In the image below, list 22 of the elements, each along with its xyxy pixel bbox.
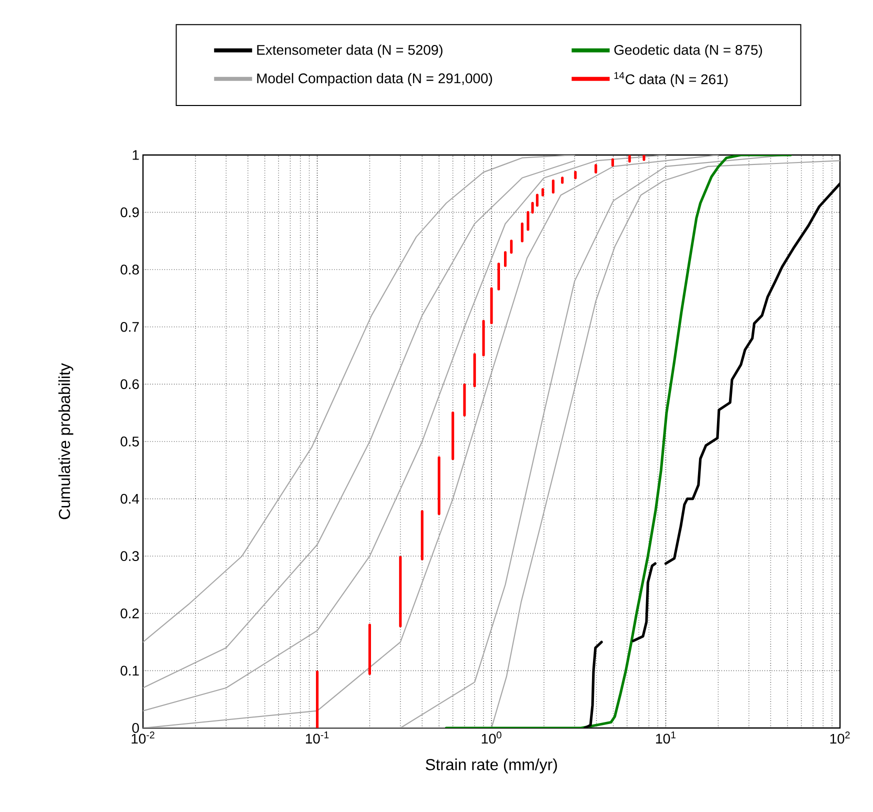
y-tick-label: 0.1 [120, 666, 139, 676]
x-tick-label: 10$^{-1}$ [306, 732, 329, 744]
legend-label: Geodetic data (N = 875) [614, 44, 762, 58]
y-tick-label: 0.9 [120, 207, 139, 218]
y-tick-label: 1 [132, 150, 139, 160]
x-tick-label: 10$^{-2}$ [132, 732, 154, 744]
y-tick-label: 0.6 [120, 379, 139, 390]
x-axis-title: Strain rate (mm/yr) [426, 758, 557, 774]
y-tick-label: 0.2 [120, 608, 139, 618]
y-tick-label: 0.8 [120, 264, 139, 275]
legend-label: Extensometer data (N = 5209) [257, 44, 442, 58]
y-tick-label: 0.3 [120, 551, 139, 562]
y-tick-label: 0 [132, 723, 139, 733]
y-tick-label: 0.4 [120, 494, 140, 504]
legend-label: Model Compaction data (N = 291,000) [257, 73, 492, 86]
x-tick-label: 10$^{2}$ [830, 732, 850, 744]
y-axis-title: Cumulative probability [58, 363, 74, 520]
x-tick-label: 10$^{1}$ [656, 732, 676, 744]
y-tick-label: 0.5 [120, 436, 139, 446]
x-tick-label: 10$^{0}$ [482, 732, 502, 744]
y-tick-label: 0.7 [120, 322, 139, 332]
legend-label: $^{14}$C data (N = 261) [614, 72, 728, 87]
